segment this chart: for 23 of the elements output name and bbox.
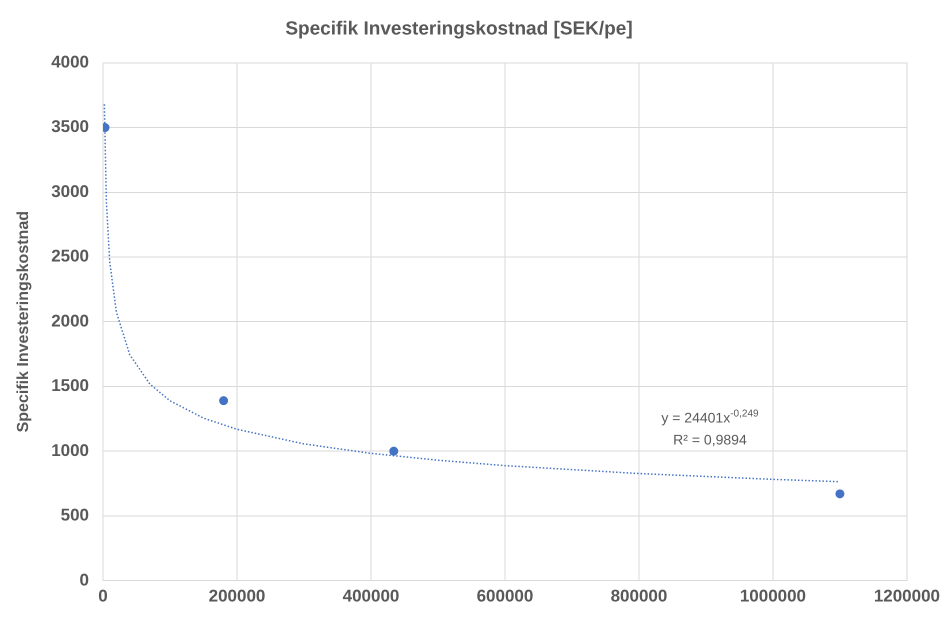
x-tick-label: 1200000 <box>874 586 940 606</box>
y-tick-label: 3000 <box>51 182 90 201</box>
y-tick-label: 2500 <box>51 246 90 266</box>
y-tick-label: 1500 <box>51 376 90 396</box>
y-tick-label: 1000 <box>51 440 90 460</box>
x-tick-label: 400000 <box>342 586 400 606</box>
y-tick-label: 4000 <box>51 52 90 72</box>
point <box>219 396 228 406</box>
x-tick-label: 200000 <box>208 586 266 606</box>
chart-title: Specifik Investeringskostnad [SEK/pe] <box>285 18 633 40</box>
y-tick-label: 0 <box>80 570 90 590</box>
point <box>835 489 844 498</box>
line-series <box>104 103 841 482</box>
x-tick-label: 0 <box>98 586 108 606</box>
x-tick-label: 800000 <box>610 586 668 606</box>
point <box>389 446 398 456</box>
x-tick-label: 1000000 <box>740 586 806 606</box>
annotation: R² = 0,9894 <box>673 432 747 448</box>
x-tick-label: 600000 <box>476 586 534 606</box>
y-tick-label: 3500 <box>51 117 90 136</box>
y-tick-label: 500 <box>60 506 90 525</box>
y-tick-label: 2000 <box>51 311 90 330</box>
y-axis-title: Specifik Investeringskostnad <box>15 210 32 432</box>
